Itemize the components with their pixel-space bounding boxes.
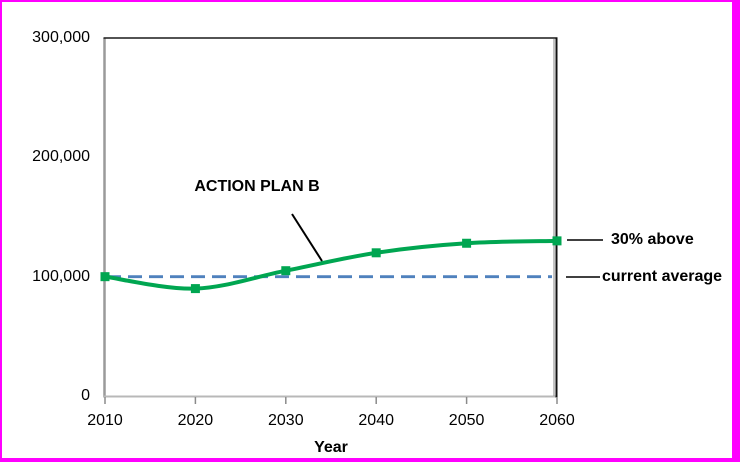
series-marker [281, 266, 291, 276]
y-tick-label: 0 [81, 387, 90, 404]
annotation-30pct-above: 30% above [611, 231, 694, 248]
y-tick-label: 100,000 [32, 267, 90, 285]
series-marker [552, 236, 562, 246]
x-tick-label: 2020 [177, 412, 214, 429]
x-tick-label: 2050 [448, 412, 485, 429]
chart-background [2, 2, 732, 458]
series-marker [371, 248, 381, 258]
x-tick-label: 2030 [268, 412, 304, 429]
series-marker [100, 272, 110, 282]
series-marker [190, 284, 200, 294]
x-tick-label: 2060 [539, 412, 575, 429]
y-tick-label: 200,000 [32, 148, 90, 166]
y-tick-label: 300,000 [32, 29, 90, 46]
x-axis-title: Year [314, 439, 348, 456]
series-annotation: ACTION PLAN B [194, 178, 320, 195]
annotation-pointer-line [291, 213, 323, 262]
annotation-current-average: current average [602, 268, 723, 285]
series-line [103, 238, 559, 291]
x-tick-label: 2040 [358, 412, 394, 429]
x-tick-label: 2010 [87, 412, 123, 429]
series-marker [462, 238, 472, 248]
